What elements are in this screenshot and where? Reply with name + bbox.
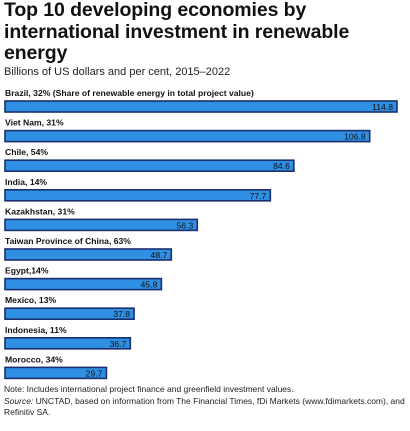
bar — [4, 248, 173, 261]
value-label: 114.8 — [372, 102, 393, 112]
value-label: 106.8 — [344, 132, 366, 142]
bar — [4, 100, 398, 113]
bar — [4, 218, 199, 232]
bar — [4, 189, 272, 202]
value-label: 36.7 — [110, 339, 127, 349]
bar-chart: Brazil, 32% (Share of renewable energy i… — [4, 88, 398, 380]
value-label: 77.7 — [250, 191, 267, 201]
chart-subtitle: Billions of US dollars and per cent, 201… — [4, 66, 231, 78]
category-label: Kazakhstan, 31% — [5, 206, 75, 216]
source-text: UNCTAD, based on information from The Fi… — [4, 396, 405, 417]
bar — [4, 159, 295, 172]
chart-source: Source: UNCTAD, based on information fro… — [4, 396, 406, 418]
category-label: Chile, 54% — [5, 147, 48, 157]
value-label: 37.8 — [113, 309, 130, 319]
bar — [4, 337, 132, 350]
chart-title: Top 10 developing economies by internati… — [4, 0, 350, 64]
value-label: 84.6 — [273, 161, 290, 171]
category-label: Mexico, 13% — [5, 295, 56, 305]
bar — [4, 366, 108, 380]
bar — [4, 277, 163, 291]
category-label: Brazil, 32% (Share of renewable energy i… — [5, 88, 254, 98]
category-label: Egypt,14% — [5, 266, 49, 276]
source-lead: Source: — [4, 396, 34, 406]
bar — [4, 307, 135, 320]
value-label: 45.8 — [141, 280, 158, 290]
category-label: Indonesia, 11% — [5, 325, 67, 335]
category-label: Morocco, 34% — [5, 354, 63, 364]
category-label: Viet Nam, 31% — [5, 118, 64, 128]
category-label: India, 14% — [5, 177, 47, 187]
value-label: 29.7 — [86, 368, 103, 378]
value-label: 56.3 — [177, 220, 194, 230]
bar — [4, 129, 371, 143]
value-label: 48.7 — [151, 250, 168, 260]
category-label: Taiwan Province of China, 63% — [5, 236, 131, 246]
chart-note: Note: Includes international project fin… — [4, 384, 294, 394]
